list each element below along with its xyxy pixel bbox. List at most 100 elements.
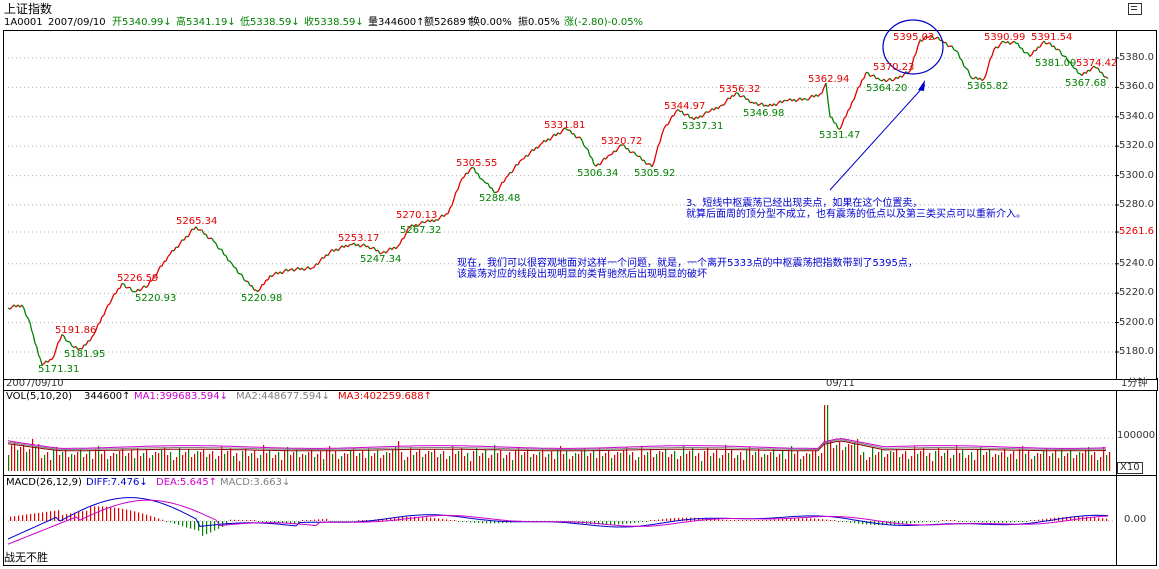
volume-bar [629, 455, 631, 471]
macd-histogram-bar [902, 521, 904, 525]
volume-bar [674, 451, 676, 471]
volume-bar [365, 458, 367, 471]
volume-bar [377, 450, 379, 471]
macd-histogram-bar [970, 521, 972, 522]
volume-bar [176, 457, 178, 471]
vol-ma2: MA2:448677.594↓ [236, 391, 331, 402]
macd-histogram-bar [1014, 521, 1016, 523]
macd-histogram-bar [1106, 518, 1108, 521]
volume-bar [935, 451, 937, 471]
volume-value: 量344600↑ [368, 17, 425, 28]
volume-bar [335, 451, 337, 471]
trough-price-label: 5220.93 [135, 293, 177, 304]
macd-histogram-bar [610, 521, 612, 525]
macd-histogram-bar [174, 521, 176, 524]
price-axis-tick: 5320.0 [1119, 140, 1154, 152]
volume-bar [1058, 458, 1060, 471]
trough-price-label: 5306.34 [577, 168, 619, 179]
volume-bar [14, 442, 16, 471]
trough-price-label: 5367.68 [1065, 78, 1107, 89]
macd-histogram-bar [790, 518, 792, 521]
volume-bar [110, 456, 112, 471]
macd-histogram-bar [502, 521, 504, 524]
macd-histogram-bar [50, 511, 52, 521]
volume-panel[interactable] [3, 390, 1117, 476]
macd-indicator-label: MACD(26,12,9) [6, 477, 82, 488]
macd-histogram-bar [734, 520, 736, 521]
change-value: 涨(-2.80)-0.05% [564, 17, 644, 28]
volume-bar [644, 455, 646, 471]
macd-histogram-bar [410, 516, 412, 521]
volume-bar [311, 449, 313, 471]
volume-bar [761, 457, 763, 471]
period-selector[interactable]: 1分钟 [1121, 378, 1148, 389]
volume-bar [746, 450, 748, 471]
volume-bar [239, 461, 241, 471]
volume-bar [752, 455, 754, 471]
volume-bar [26, 452, 28, 471]
volume-scale-badge[interactable]: X10 [1117, 462, 1143, 474]
macd-histogram-bar [298, 521, 300, 525]
volume-bar [191, 457, 193, 471]
volume-bar [215, 459, 217, 471]
macd-histogram-bar [302, 520, 304, 521]
macd-histogram-bar [490, 521, 492, 524]
volume-bar [830, 440, 832, 471]
macd-histogram-bar [994, 521, 996, 523]
macd-histogram-bar [954, 520, 956, 521]
macd-histogram-bar [662, 519, 664, 521]
volume-bar [422, 457, 424, 471]
volume-bar [119, 451, 121, 471]
volume-bar [425, 454, 427, 471]
macd-histogram-bar [266, 521, 268, 522]
volume-bar [44, 455, 46, 471]
annotation-arrow-head [918, 80, 925, 91]
volume-bar [566, 451, 568, 471]
volume-bar [113, 453, 115, 471]
peak-price-label: 5395.02 [893, 32, 935, 43]
volume-bar [677, 459, 679, 471]
volume-bar [128, 453, 130, 471]
volume-bar [233, 456, 235, 471]
volume-bar [707, 448, 709, 471]
volume-bar [62, 452, 64, 471]
volume-bar [803, 456, 805, 471]
volume-bar [998, 455, 1000, 471]
volume-bar [713, 453, 715, 471]
volume-bar [437, 457, 439, 471]
macd-histogram-bar [1070, 516, 1072, 521]
macd-histogram-bar [934, 521, 936, 522]
volume-bar [89, 451, 91, 471]
macd-histogram-bar [274, 521, 276, 523]
macd-histogram-bar [898, 521, 900, 525]
volume-bar [683, 446, 685, 471]
volume-bar [977, 450, 979, 471]
volume-bar [608, 450, 610, 471]
macd-histogram-bar [398, 517, 400, 521]
volume-bar [11, 445, 13, 471]
volume-bar [959, 453, 961, 471]
macd-histogram-bar [762, 520, 764, 521]
macd-histogram-bar [922, 521, 924, 523]
restore-icon[interactable] [1128, 3, 1142, 15]
volume-bar [263, 445, 265, 471]
macd-histogram-bar [678, 517, 680, 521]
price-axis-tick: 5280.0 [1119, 199, 1154, 210]
volume-bar [809, 454, 811, 471]
macd-panel[interactable] [3, 475, 1117, 566]
trough-price-label: 5267.32 [400, 225, 442, 236]
volume-bar [668, 457, 670, 471]
macd-histogram-bar [642, 521, 644, 522]
trough-price-label: 5171.31 [38, 364, 80, 375]
volume-bar [518, 447, 520, 471]
volume-bar [971, 452, 973, 471]
time-axis-start-date: 2007/09/10 [6, 378, 64, 389]
macd-histogram-bar [654, 520, 656, 521]
macd-histogram-bar [306, 520, 308, 521]
volume-bar [59, 455, 61, 471]
volume-bar [743, 460, 745, 471]
macd-histogram-bar [242, 520, 244, 521]
volume-bar [188, 449, 190, 471]
volume-bar [68, 457, 70, 471]
peak-price-label: 5253.17 [338, 233, 380, 244]
